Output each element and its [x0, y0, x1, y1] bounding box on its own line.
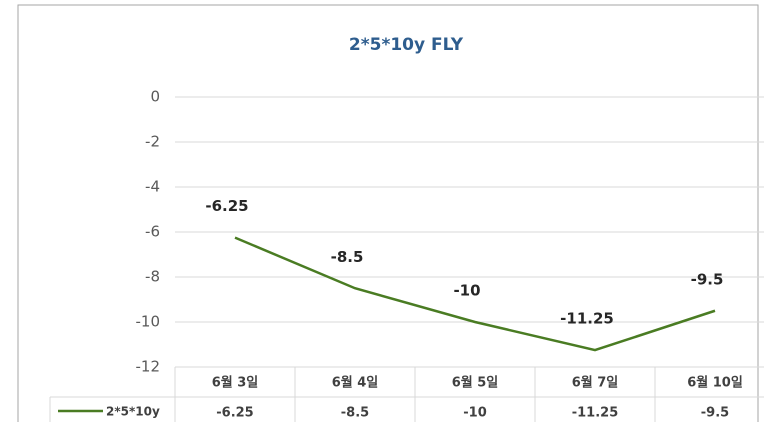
x-tick-label: 6월 3일 — [212, 375, 259, 391]
table-value: -8.5 — [341, 406, 369, 421]
y-tick-label: -6 — [145, 223, 160, 241]
table-value: -6.25 — [216, 406, 253, 421]
x-tick-label: 6월 5일 — [452, 375, 499, 391]
chart-border — [17, 4, 759, 422]
y-tick-label: -4 — [145, 178, 160, 196]
data-label: -8.5 — [331, 248, 364, 266]
y-tick-label: -10 — [136, 313, 161, 331]
table-value: -9.5 — [701, 406, 729, 421]
x-tick-label: 6월 7일 — [572, 375, 619, 391]
data-label: -11.25 — [560, 310, 614, 328]
chart-title: 2*5*10y FLY — [349, 35, 464, 55]
y-tick-label: -8 — [145, 268, 160, 286]
legend-label: 2*5*10y — [106, 405, 160, 419]
y-tick-label: -2 — [145, 133, 160, 151]
table-value: -10 — [463, 406, 487, 421]
data-label: -10 — [453, 282, 480, 300]
line-series — [234, 236, 716, 352]
x-tick-label: 6월 10일 — [687, 375, 743, 391]
table-value: -11.25 — [572, 406, 619, 421]
y-tick-label: 0 — [150, 88, 160, 106]
data-label: -9.5 — [691, 270, 724, 288]
y-tick-label: -12 — [136, 358, 161, 376]
x-tick-label: 6월 4일 — [332, 375, 379, 391]
data-label: -6.25 — [205, 197, 248, 215]
